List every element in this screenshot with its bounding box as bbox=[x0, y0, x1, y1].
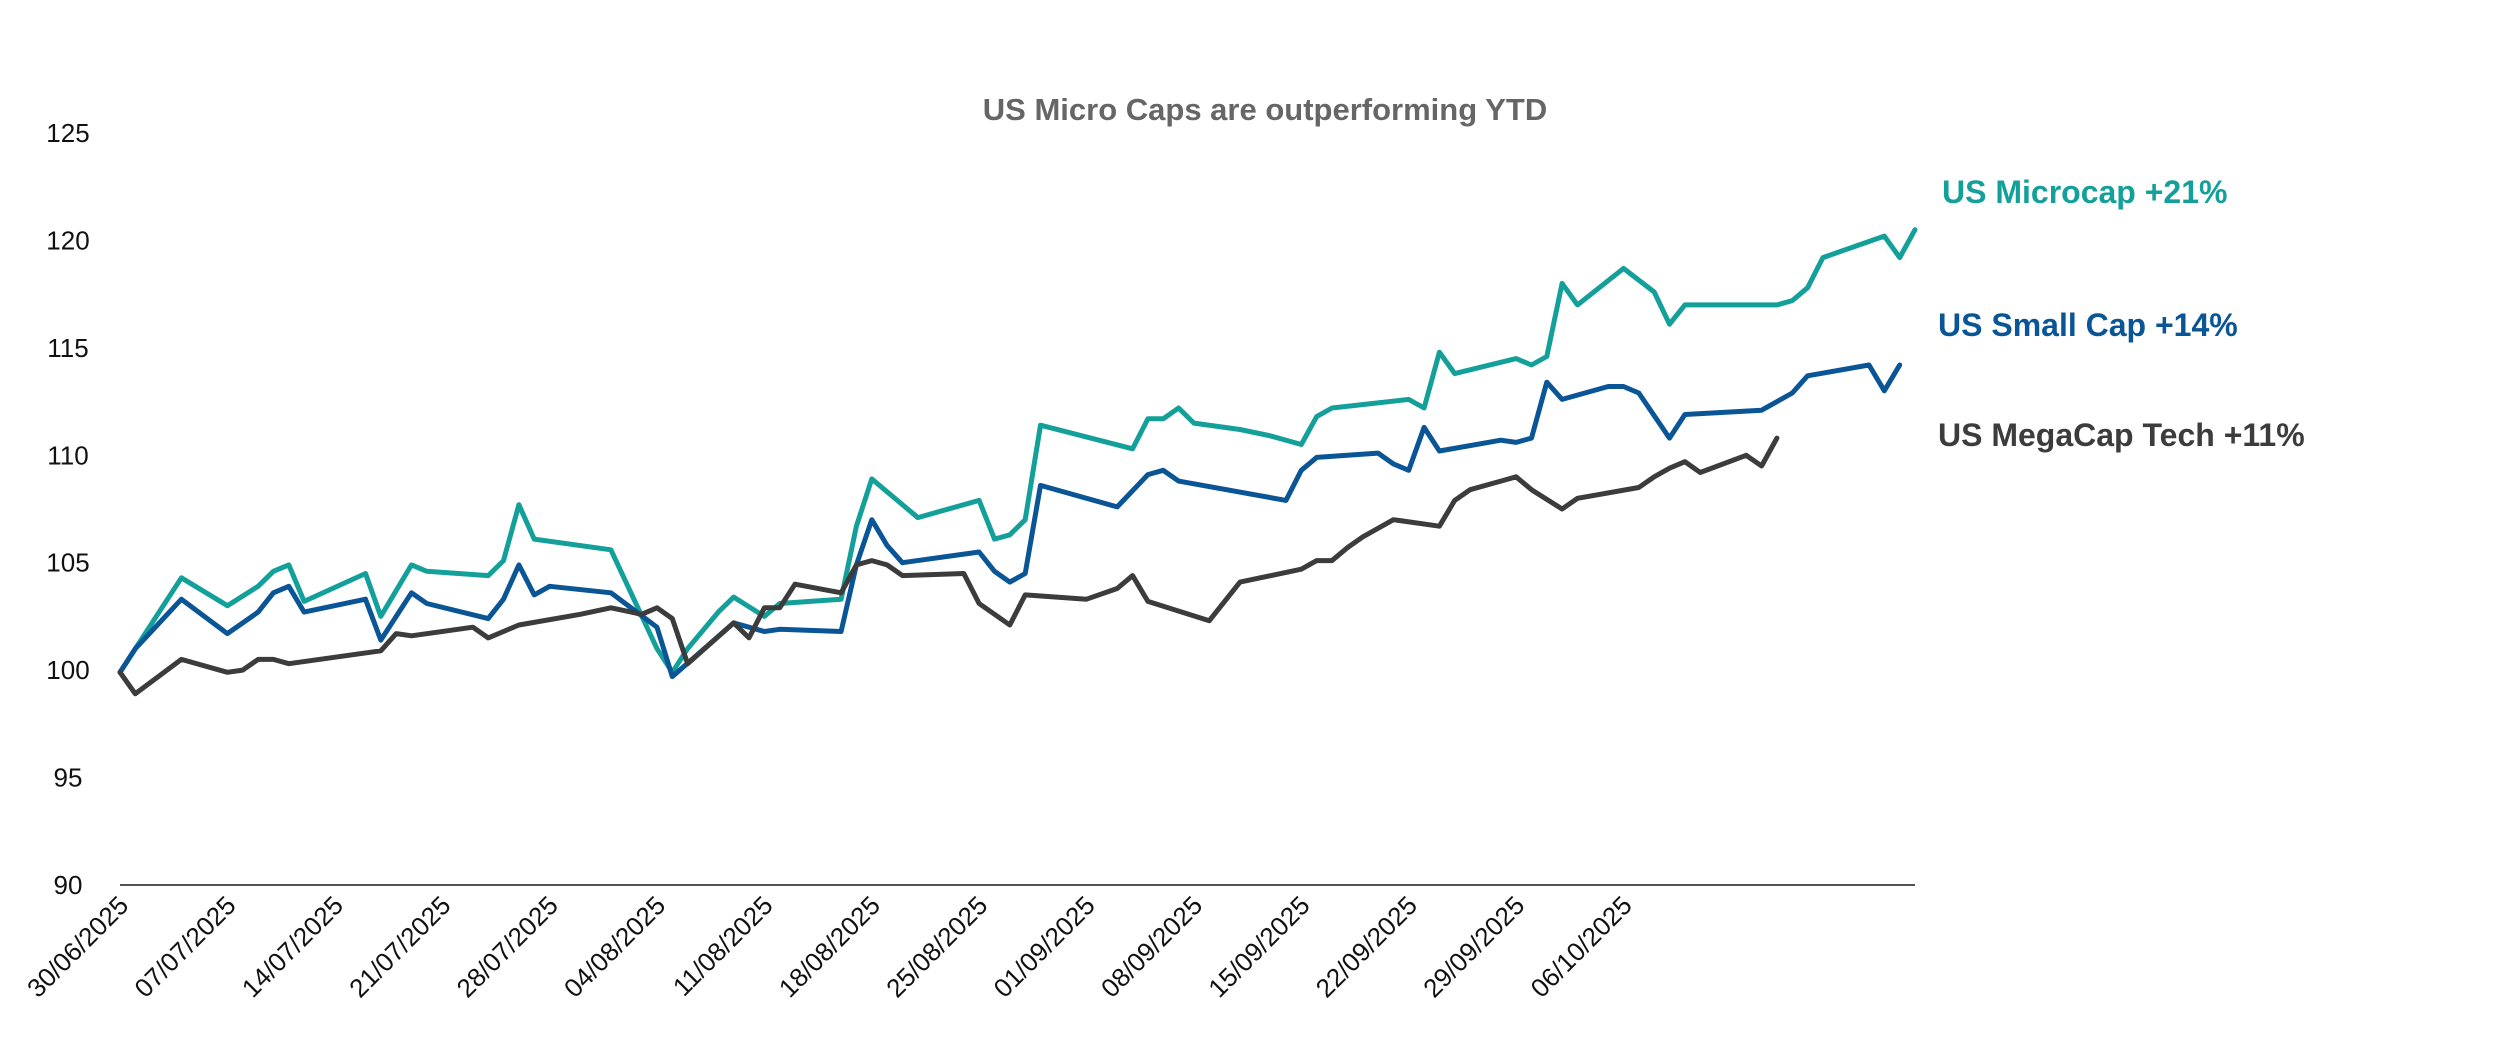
series-label-2: US Small Cap +14% bbox=[1938, 307, 2238, 343]
x-tick-label: 01/09/2025 bbox=[988, 890, 1101, 1003]
y-tick-label: 105 bbox=[46, 548, 89, 578]
x-tick-label: 29/09/2025 bbox=[1417, 890, 1530, 1003]
y-tick-label: 115 bbox=[47, 333, 88, 363]
x-tick-label: 11/08/2025 bbox=[667, 890, 779, 1002]
series-labels: US Microcap +21% US Small Cap +14% US Mega… bbox=[1938, 174, 2305, 453]
chart-title: US Micro Caps are outperforming YTD bbox=[983, 92, 1547, 127]
y-tick-label: 90 bbox=[54, 870, 83, 900]
y-tick-label: 120 bbox=[46, 225, 89, 255]
x-tick-label: 22/09/2025 bbox=[1310, 890, 1423, 1003]
x-tick-label: 04/08/2025 bbox=[558, 890, 671, 1003]
x-tick-label: 28/07/2025 bbox=[451, 890, 564, 1003]
x-tick-label: 21/07/2025 bbox=[343, 890, 456, 1003]
series-lines bbox=[117, 227, 1918, 697]
y-tick-label: 100 bbox=[46, 655, 89, 685]
y-tick-label: 110 bbox=[47, 440, 88, 470]
series-label-3: US MegaCap Tech +11% bbox=[1938, 417, 2305, 453]
x-tick-label: 06/10/2025 bbox=[1525, 890, 1638, 1003]
x-tick-label: 18/08/2025 bbox=[773, 890, 886, 1003]
x-tick-label: 25/08/2025 bbox=[880, 890, 993, 1003]
series-line-2 bbox=[117, 362, 1903, 680]
x-tick-label: 14/07/2025 bbox=[236, 890, 349, 1003]
y-axis-ticks: 90 95 100 105 110 115 120 125 bbox=[46, 118, 89, 900]
x-tick-label: 08/09/2025 bbox=[1095, 890, 1208, 1003]
x-tick-label: 07/07/2025 bbox=[128, 890, 241, 1003]
x-tick-label: 30/06/2025 bbox=[21, 890, 134, 1003]
y-tick-label: 95 bbox=[54, 763, 83, 793]
series-line-3 bbox=[117, 435, 1780, 697]
x-axis-ticks: 30/06/202507/07/202514/07/202521/07/2025… bbox=[21, 890, 1638, 1003]
x-tick-label: 15/09/2025 bbox=[1202, 890, 1315, 1003]
y-tick-label: 125 bbox=[46, 118, 89, 148]
series-label-1: US Microcap +21% bbox=[1942, 174, 2227, 210]
series-line-1 bbox=[117, 227, 1918, 675]
